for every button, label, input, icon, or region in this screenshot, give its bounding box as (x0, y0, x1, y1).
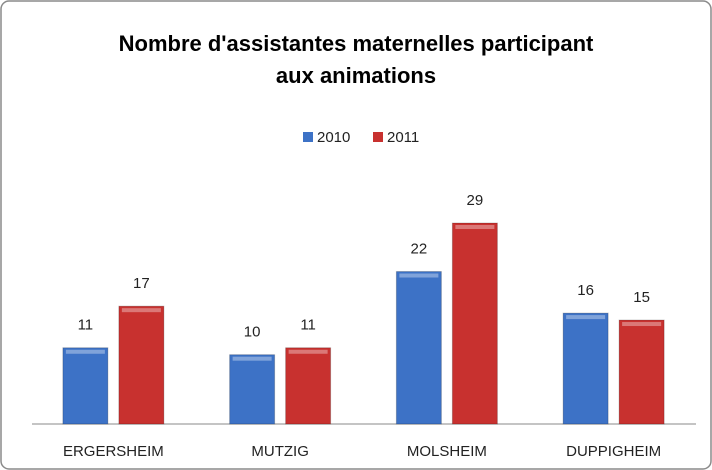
data-label: 22 (411, 240, 428, 257)
bar-highlight (566, 315, 606, 320)
bar-highlight (288, 349, 328, 354)
data-label: 15 (633, 289, 650, 306)
legend-label: 2010 (317, 129, 350, 146)
data-label: 11 (300, 317, 316, 334)
bar (285, 347, 332, 425)
bar (451, 222, 498, 425)
bar (62, 347, 109, 425)
x-tick-label: ERGERSHEIM (63, 443, 164, 460)
bar (118, 305, 165, 425)
bar-highlight (232, 356, 272, 361)
bar (562, 312, 609, 425)
x-tick-label: MOLSHEIM (407, 443, 487, 460)
bar (618, 319, 665, 425)
legend-swatch (303, 132, 313, 142)
data-label: 29 (467, 192, 484, 209)
legend-label: 2011 (387, 129, 419, 146)
data-label: 16 (577, 282, 594, 299)
bar-highlight (455, 225, 495, 229)
data-label: 17 (133, 275, 150, 292)
bar-highlight (622, 322, 662, 327)
bar-highlight (399, 273, 439, 278)
bar (229, 354, 276, 425)
data-label: 10 (244, 324, 261, 341)
data-label: 11 (78, 317, 94, 334)
x-tick-label: MUTZIG (251, 443, 309, 460)
x-tick-label: DUPPIGHEIM (566, 443, 661, 460)
bar (395, 271, 442, 425)
legend-swatch (373, 132, 383, 142)
chart-title: Nombre d'assistantes maternelles partici… (118, 31, 594, 88)
bar-highlight (65, 349, 105, 354)
bar-highlight (121, 308, 161, 313)
